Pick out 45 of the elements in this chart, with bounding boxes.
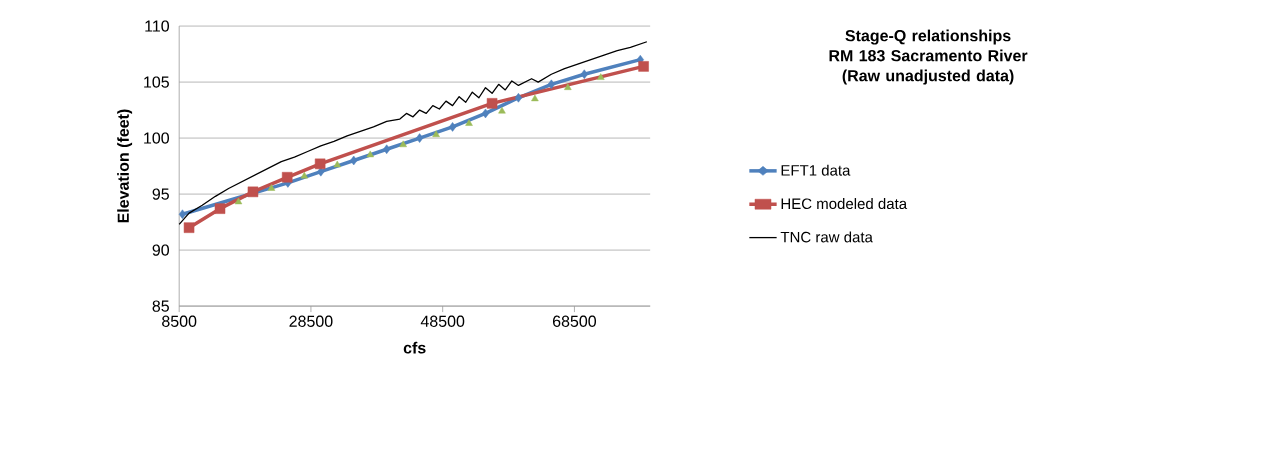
y-tick-label: 110	[145, 20, 170, 32]
point	[234, 197, 243, 205]
point	[415, 133, 424, 143]
point	[350, 155, 358, 166]
point	[333, 160, 341, 168]
point	[547, 79, 555, 90]
point	[486, 98, 498, 109]
point	[432, 130, 440, 137]
legend-label: HEC modeled data	[781, 198, 908, 210]
point	[481, 108, 490, 119]
x-tick-label: 28500	[289, 315, 333, 327]
point	[178, 209, 187, 219]
x-tick-label: 48500	[420, 315, 465, 327]
y-tick-label: 85	[152, 300, 169, 312]
point	[281, 172, 293, 183]
legend-label: EFT1 data	[781, 164, 851, 176]
x-axis-title: cfs	[403, 341, 426, 354]
point	[580, 69, 588, 79]
y-tick-label: 90	[152, 244, 170, 256]
point	[399, 140, 407, 148]
y-tick-label: 95	[152, 188, 169, 200]
point	[314, 158, 326, 170]
point	[564, 83, 572, 90]
point	[514, 93, 523, 103]
point	[448, 122, 457, 132]
y-tick-label: 100	[144, 132, 170, 144]
point	[247, 186, 259, 198]
point	[267, 184, 276, 191]
point	[465, 119, 473, 126]
x-tick-label: 8500	[162, 315, 197, 327]
y-tick-label: 105	[144, 76, 169, 88]
point	[531, 94, 539, 102]
point	[183, 222, 195, 233]
text: RM 183 Sacramento River (Raw unadjusted data)	[829, 49, 1028, 85]
point	[383, 144, 391, 155]
y-axis-title: Elevation (feet)	[117, 109, 133, 223]
point	[366, 150, 374, 158]
legend-label: TNC raw data	[780, 231, 873, 243]
point	[300, 171, 309, 179]
point	[597, 73, 605, 80]
point	[638, 61, 649, 72]
text: Stage-Q relationships	[845, 29, 1011, 45]
point	[498, 106, 506, 114]
x-tick-label: 68500	[552, 315, 597, 327]
point	[214, 203, 226, 214]
